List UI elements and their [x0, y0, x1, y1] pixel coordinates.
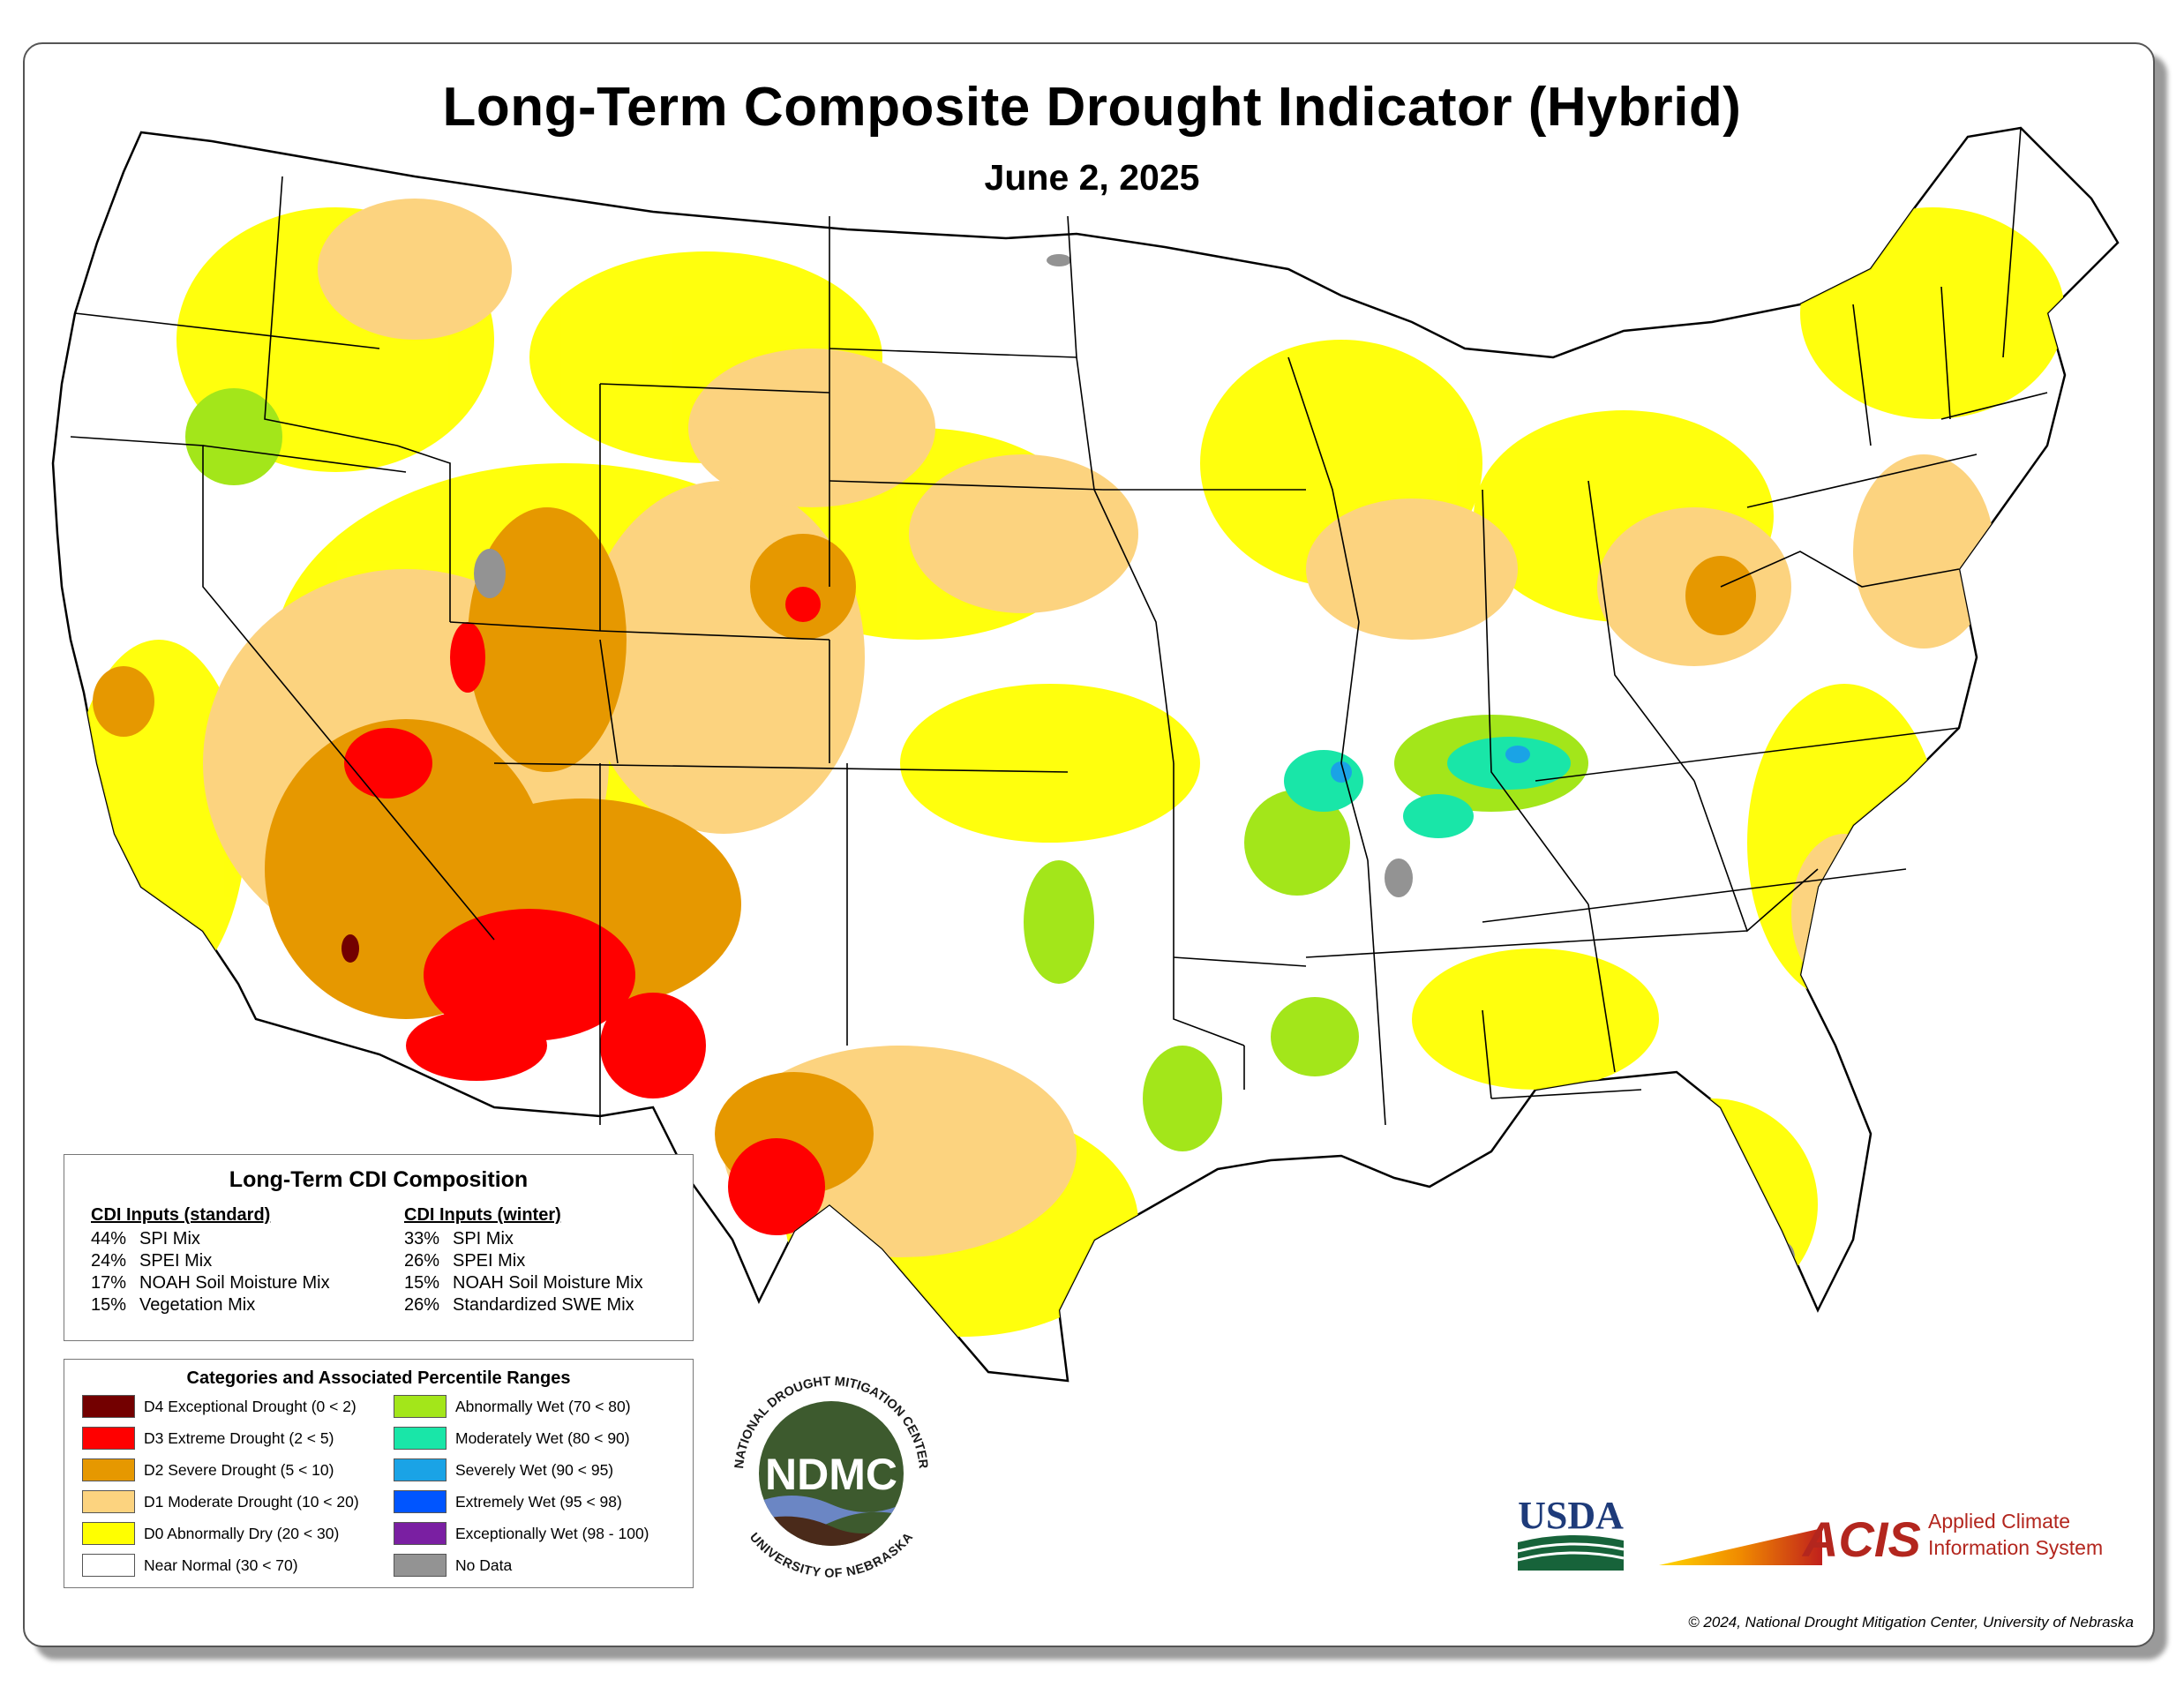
swatch-no-data: [394, 1554, 447, 1577]
acis-line1: Applied Climate: [1928, 1510, 2070, 1533]
legend-item-d1: D1 Moderate Drought (10 < 20): [82, 1490, 359, 1513]
d3-areas: [344, 587, 825, 1235]
cdi-composition-panel: Long-Term CDI Composition CDI Inputs (st…: [64, 1154, 694, 1341]
standard-input-row: 15% Vegetation Mix: [91, 1295, 256, 1315]
conus-drought-map: [51, 126, 2120, 1383]
legend-title: Categories and Associated Percentile Ran…: [186, 1368, 571, 1388]
swatch-extremely-wet: [394, 1490, 447, 1513]
legend-item-exceptionally-wet: Exceptionally Wet (98 - 100): [394, 1522, 649, 1545]
ndmc-logo: NDMC NATIONAL DROUGHT MITIGATION CENTER …: [721, 1363, 942, 1584]
map-title: Long-Term Composite Drought Indicator (H…: [442, 77, 1742, 138]
abnormally-wet-areas: [185, 388, 1588, 1151]
d4-area: [341, 934, 359, 963]
drought-shading: [71, 199, 2065, 1337]
standard-input-row: 24% SPEI Mix: [91, 1251, 213, 1271]
usda-wordmark: USDA: [1518, 1494, 1624, 1537]
standard-heading: CDI Inputs (standard): [91, 1205, 271, 1225]
ndmc-wordmark: NDMC: [765, 1450, 897, 1499]
swatch-moderately-wet: [394, 1427, 447, 1450]
legend-item-severely-wet: Severely Wet (90 < 95): [394, 1458, 613, 1481]
standard-inputs: CDI Inputs (standard) 44% SPI Mix 24% SPEI…: [91, 1204, 330, 1316]
swatch-d0: [82, 1522, 135, 1545]
standard-input-row: 17% NOAH Soil Moisture Mix: [91, 1273, 330, 1293]
swatch-exceptionally-wet: [394, 1522, 447, 1545]
winter-input-row: 15% NOAH Soil Moisture Mix: [404, 1273, 643, 1293]
winter-input-row: 33% SPI Mix: [404, 1229, 514, 1248]
categories-legend: Categories and Associated Percentile Ran…: [64, 1359, 694, 1588]
acis-line2: Information System: [1928, 1536, 2103, 1559]
swatch-abnormally-wet: [394, 1395, 447, 1418]
moderately-wet-areas: [1284, 737, 1571, 838]
swatch-d4: [82, 1395, 135, 1418]
legend-item-d4: D4 Exceptional Drought (0 < 2): [82, 1395, 356, 1418]
composition-title: Long-Term CDI Composition: [229, 1167, 529, 1192]
acis-logo: ACIS Applied Climate Information System: [1659, 1510, 2103, 1567]
swatch-d1: [82, 1490, 135, 1513]
winter-inputs: CDI Inputs (winter) 33% SPI Mix 26% SPEI M…: [404, 1204, 643, 1316]
copyright-notice: © 2024, National Drought Mitigation Cent…: [1688, 1614, 2134, 1631]
swatch-severely-wet: [394, 1458, 447, 1481]
map-date: June 2, 2025: [984, 157, 1200, 198]
legend-item-d0: D0 Abnormally Dry (20 < 30): [82, 1522, 339, 1545]
winter-heading: CDI Inputs (winter): [404, 1205, 561, 1225]
severely-wet-areas: [1331, 746, 1530, 783]
legend-item-d2: D2 Severe Drought (5 < 10): [82, 1458, 334, 1481]
legend-item-abnormally-wet: Abnormally Wet (70 < 80): [394, 1395, 631, 1418]
usda-logo: USDA: [1517, 1494, 1625, 1571]
swatch-d2: [82, 1458, 135, 1481]
state-boundaries: [70, 127, 2048, 1126]
acis-wordmark: ACIS: [1801, 1511, 1921, 1567]
swatch-normal: [82, 1554, 135, 1577]
standard-input-row: 44% SPI Mix: [91, 1229, 200, 1248]
legend-item-no-data: No Data: [394, 1554, 512, 1577]
swatch-d3: [82, 1427, 135, 1450]
winter-input-row: 26% SPEI Mix: [404, 1251, 526, 1271]
legend-item-extremely-wet: Extremely Wet (95 < 98): [394, 1490, 622, 1513]
legend-item-d3: D3 Extreme Drought (2 < 5): [82, 1427, 334, 1450]
winter-input-row: 26% Standardized SWE Mix: [404, 1295, 634, 1315]
legend-item-normal: Near Normal (30 < 70): [82, 1554, 298, 1577]
legend-item-moderately-wet: Moderately Wet (80 < 90): [394, 1427, 630, 1450]
